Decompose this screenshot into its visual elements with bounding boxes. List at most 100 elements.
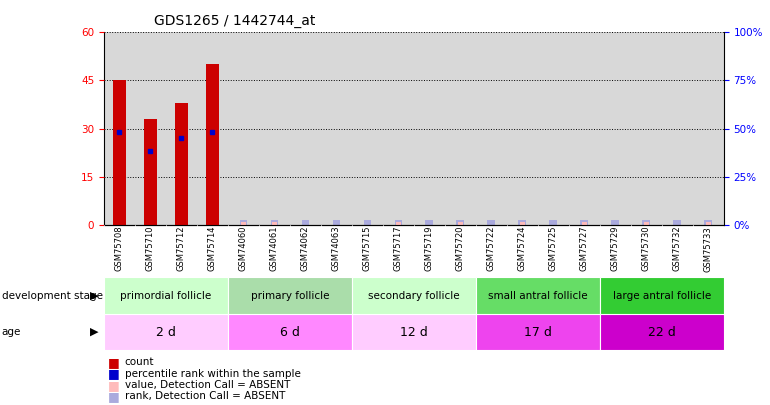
Bar bbox=[426, 220, 434, 225]
Bar bbox=[259, 32, 290, 225]
Text: GSM74063: GSM74063 bbox=[332, 226, 341, 271]
Bar bbox=[197, 32, 228, 225]
Bar bbox=[507, 32, 537, 225]
Bar bbox=[104, 32, 135, 225]
Text: GSM75725: GSM75725 bbox=[549, 226, 557, 271]
Bar bbox=[166, 32, 197, 225]
Text: GSM75710: GSM75710 bbox=[146, 226, 155, 271]
Text: development stage: development stage bbox=[2, 291, 102, 301]
Text: GSM75729: GSM75729 bbox=[611, 226, 620, 271]
Bar bbox=[228, 277, 352, 314]
Text: ■: ■ bbox=[108, 356, 119, 369]
Bar bbox=[642, 220, 650, 225]
Bar bbox=[518, 220, 526, 225]
Text: ■: ■ bbox=[108, 367, 119, 380]
Text: GSM75715: GSM75715 bbox=[363, 226, 372, 271]
Bar bbox=[644, 222, 648, 225]
Bar bbox=[333, 220, 340, 225]
Bar bbox=[239, 220, 247, 225]
Bar bbox=[352, 277, 476, 314]
Bar bbox=[520, 222, 524, 225]
Bar bbox=[693, 32, 724, 225]
Text: GSM74060: GSM74060 bbox=[239, 226, 248, 271]
Bar bbox=[457, 220, 464, 225]
Bar bbox=[458, 222, 463, 225]
Text: GSM75732: GSM75732 bbox=[673, 226, 681, 271]
Bar bbox=[582, 222, 587, 225]
Text: GSM75727: GSM75727 bbox=[580, 226, 589, 271]
Bar bbox=[104, 314, 228, 350]
Bar bbox=[631, 32, 661, 225]
Bar bbox=[321, 32, 352, 225]
Text: secondary follicle: secondary follicle bbox=[368, 291, 460, 301]
Bar bbox=[113, 81, 126, 225]
Bar bbox=[706, 222, 711, 225]
Text: rank, Detection Call = ABSENT: rank, Detection Call = ABSENT bbox=[125, 392, 285, 401]
Text: GSM75719: GSM75719 bbox=[425, 226, 434, 271]
Bar bbox=[537, 32, 569, 225]
Bar bbox=[600, 32, 631, 225]
Bar bbox=[383, 32, 414, 225]
Text: small antral follicle: small antral follicle bbox=[488, 291, 588, 301]
Text: GSM74061: GSM74061 bbox=[270, 226, 279, 271]
Bar bbox=[476, 32, 507, 225]
Text: GDS1265 / 1442744_at: GDS1265 / 1442744_at bbox=[154, 14, 316, 28]
Text: age: age bbox=[2, 327, 21, 337]
Text: GSM75722: GSM75722 bbox=[487, 226, 496, 271]
Bar bbox=[476, 314, 600, 350]
Bar bbox=[352, 314, 476, 350]
Text: GSM75730: GSM75730 bbox=[642, 226, 651, 271]
Text: GSM75712: GSM75712 bbox=[177, 226, 186, 271]
Text: GSM75724: GSM75724 bbox=[518, 226, 527, 271]
Bar bbox=[611, 220, 619, 225]
Bar bbox=[270, 220, 278, 225]
Text: ▶: ▶ bbox=[90, 327, 99, 337]
Text: ■: ■ bbox=[108, 379, 119, 392]
Bar bbox=[600, 277, 724, 314]
Bar bbox=[414, 32, 445, 225]
Text: GSM75714: GSM75714 bbox=[208, 226, 217, 271]
Bar bbox=[363, 220, 371, 225]
Text: primary follicle: primary follicle bbox=[251, 291, 329, 301]
Bar bbox=[550, 220, 557, 225]
Text: GSM75733: GSM75733 bbox=[704, 226, 713, 272]
Bar bbox=[176, 103, 188, 225]
Bar bbox=[104, 277, 228, 314]
Bar bbox=[302, 220, 310, 225]
Bar bbox=[396, 222, 400, 225]
Text: GSM75717: GSM75717 bbox=[394, 226, 403, 271]
Text: ▶: ▶ bbox=[90, 291, 99, 301]
Bar bbox=[600, 314, 724, 350]
Bar bbox=[228, 32, 259, 225]
Bar bbox=[445, 32, 476, 225]
Text: 2 d: 2 d bbox=[156, 326, 176, 339]
Bar bbox=[272, 222, 276, 225]
Text: value, Detection Call = ABSENT: value, Detection Call = ABSENT bbox=[125, 380, 290, 390]
Bar bbox=[476, 277, 600, 314]
Bar bbox=[206, 64, 219, 225]
Text: 22 d: 22 d bbox=[648, 326, 676, 339]
Bar bbox=[705, 220, 712, 225]
Bar bbox=[352, 32, 383, 225]
Text: GSM74062: GSM74062 bbox=[301, 226, 310, 271]
Bar bbox=[228, 314, 352, 350]
Text: primordial follicle: primordial follicle bbox=[120, 291, 212, 301]
Bar bbox=[487, 220, 495, 225]
Text: GSM75708: GSM75708 bbox=[115, 226, 124, 271]
Bar bbox=[662, 32, 693, 225]
Text: 6 d: 6 d bbox=[280, 326, 300, 339]
Bar bbox=[241, 222, 246, 225]
Bar bbox=[581, 220, 588, 225]
Text: 12 d: 12 d bbox=[400, 326, 428, 339]
Text: ■: ■ bbox=[108, 390, 119, 403]
Bar bbox=[394, 220, 402, 225]
Text: percentile rank within the sample: percentile rank within the sample bbox=[125, 369, 300, 379]
Text: count: count bbox=[125, 358, 154, 367]
Text: large antral follicle: large antral follicle bbox=[613, 291, 711, 301]
Text: GSM75720: GSM75720 bbox=[456, 226, 465, 271]
Bar bbox=[135, 32, 166, 225]
Bar bbox=[144, 119, 156, 225]
Bar bbox=[569, 32, 600, 225]
Text: 17 d: 17 d bbox=[524, 326, 552, 339]
Bar bbox=[674, 220, 681, 225]
